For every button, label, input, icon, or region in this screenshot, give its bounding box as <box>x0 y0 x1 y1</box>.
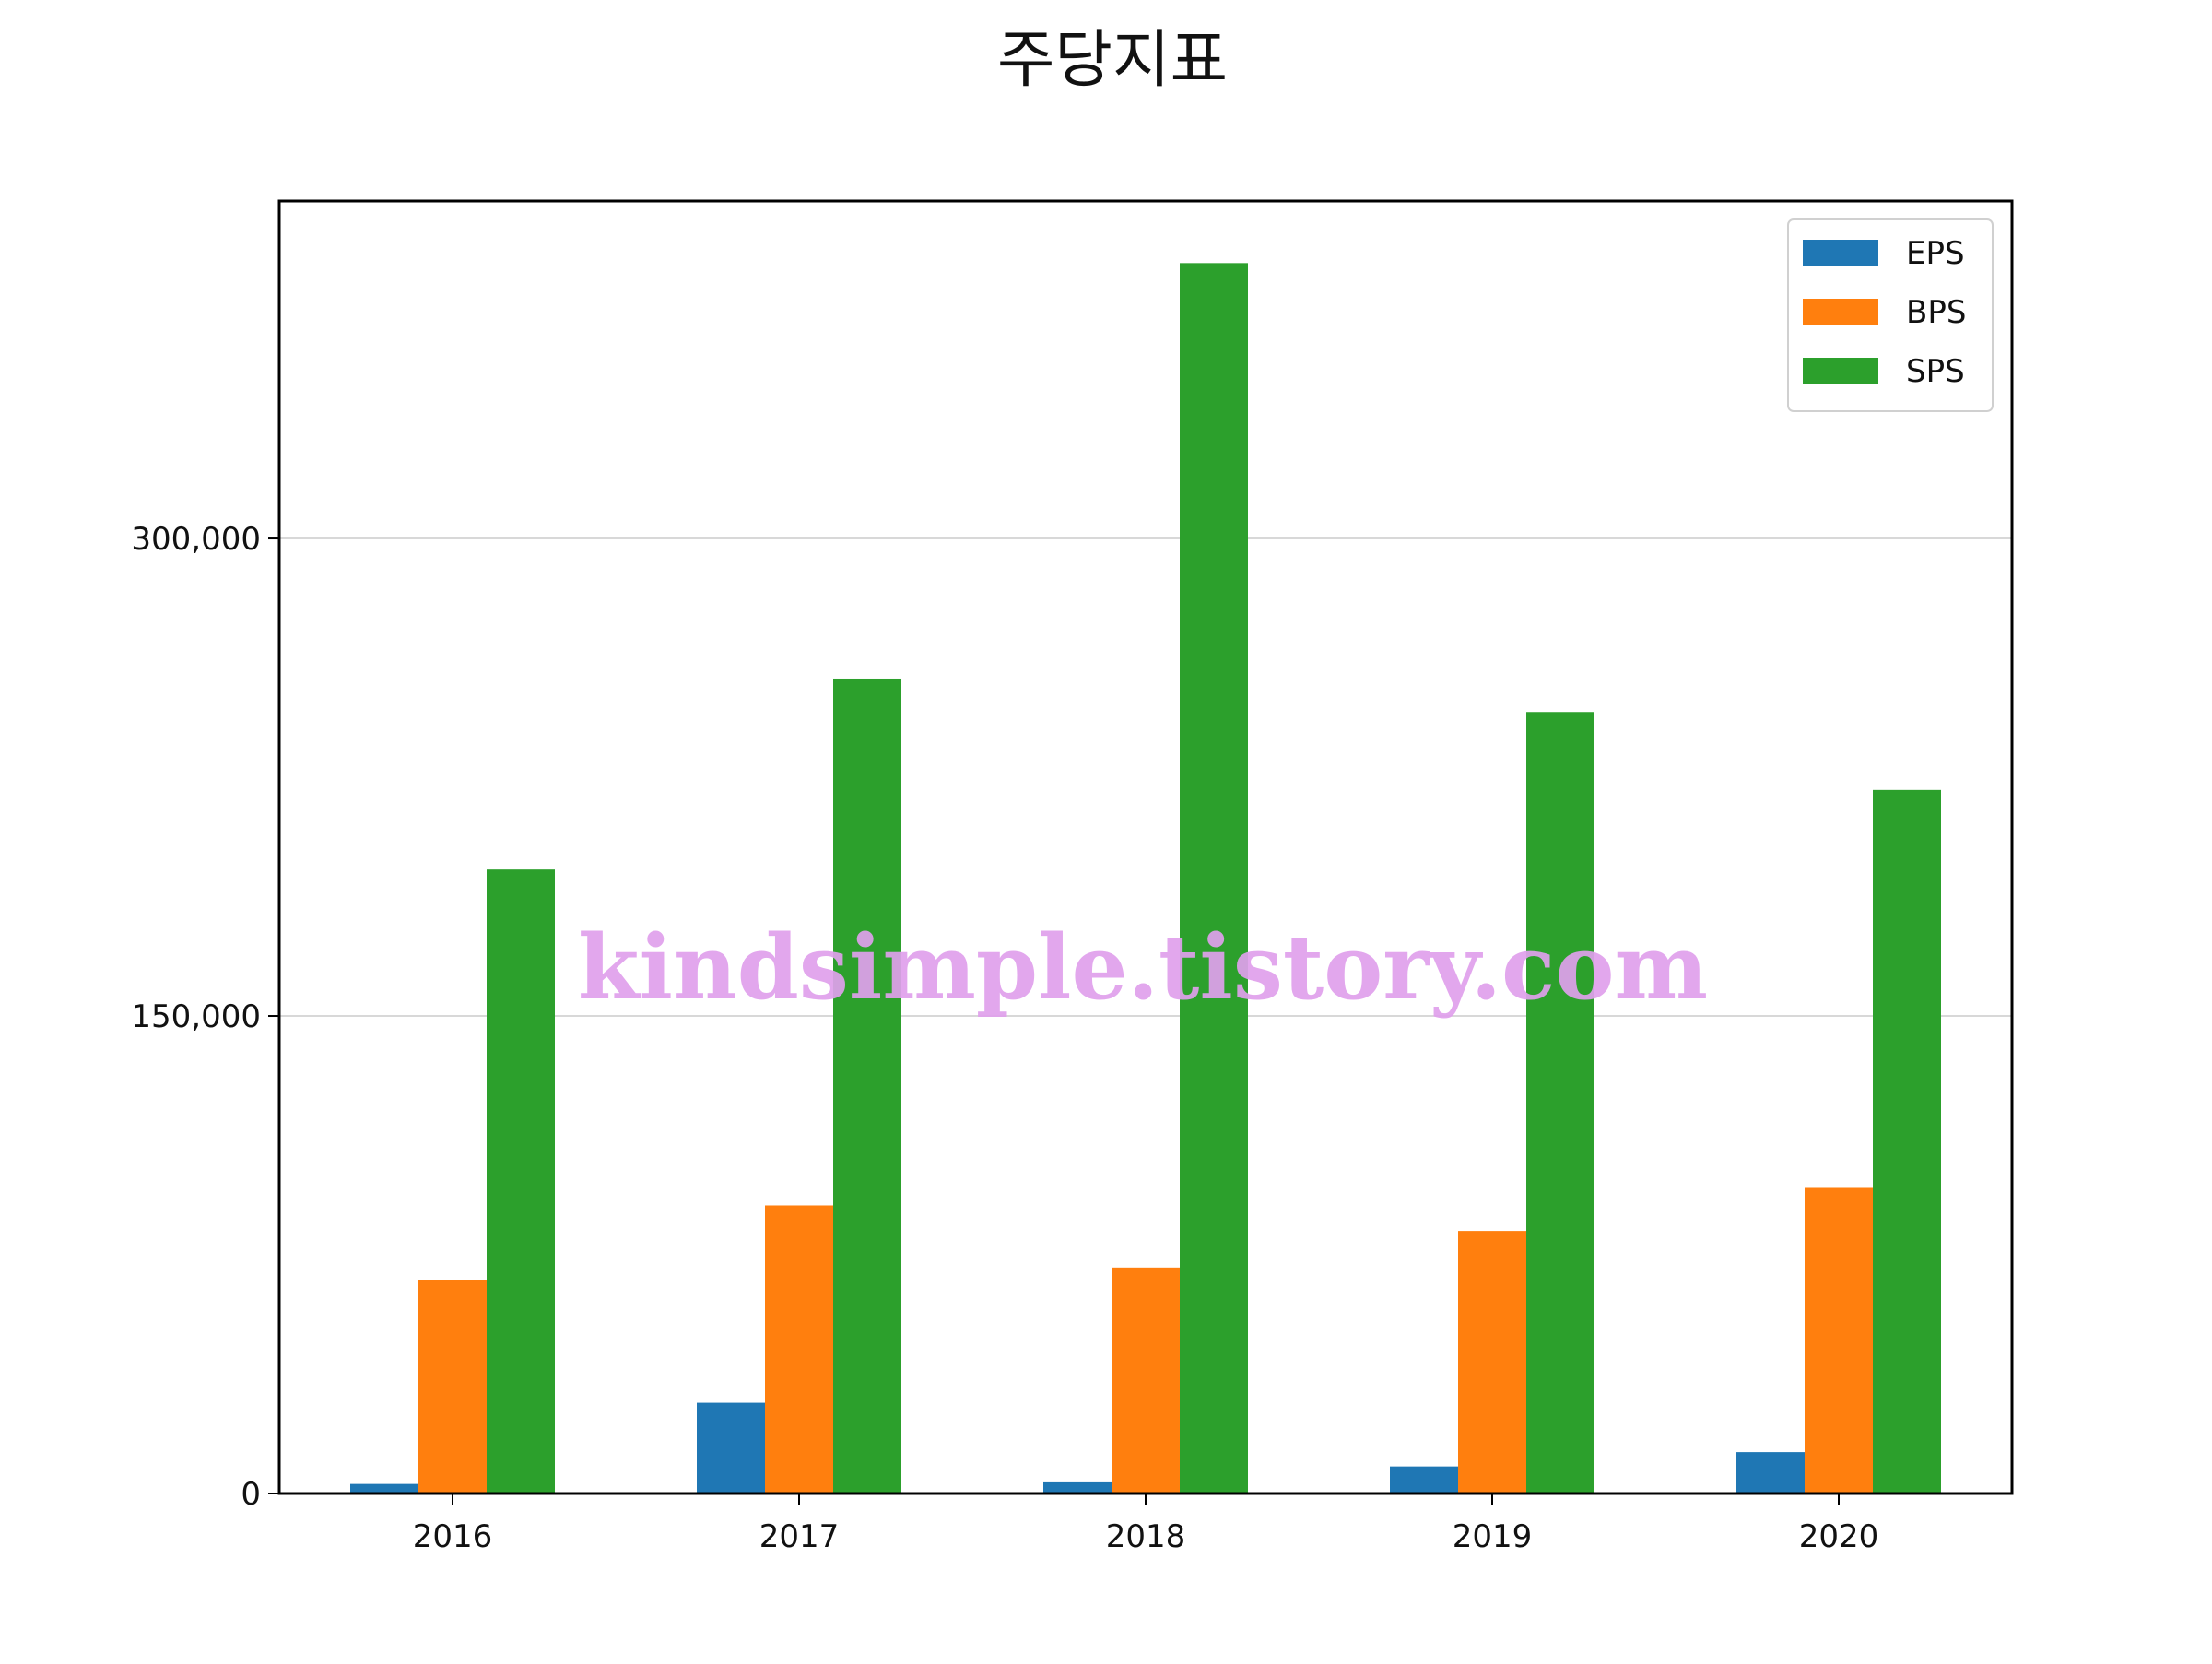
y-tick-label: 300,000 <box>131 521 261 558</box>
grid-layer <box>279 537 2012 1017</box>
bar-eps-2017 <box>697 1402 765 1493</box>
bar-bps-2020 <box>1805 1187 1873 1493</box>
bar-eps-2019 <box>1390 1466 1458 1493</box>
axis-layer: 2016 2017 2018 2019 2020 0 150,000 300,000 <box>131 521 1878 1555</box>
legend: EPS BPS SPS <box>1787 218 1994 412</box>
x-tick-label: 2019 <box>1453 1518 1533 1555</box>
x-tick-label: 2016 <box>413 1518 493 1555</box>
x-tick-label: 2018 <box>1106 1518 1186 1555</box>
x-tick-label: 2017 <box>759 1518 840 1555</box>
bar-bps-2019 <box>1458 1231 1526 1493</box>
legend-swatch-bps <box>1803 299 1878 325</box>
bar-eps-2020 <box>1736 1452 1805 1493</box>
bar-bps-2018 <box>1112 1267 1180 1493</box>
chart-title: 주당지표 <box>997 24 1228 97</box>
bar-sps-2016 <box>487 869 555 1493</box>
bar-sps-2018 <box>1180 263 1248 1494</box>
bar-sps-2017 <box>833 678 901 1493</box>
watermark: kindsimple.tistory.com <box>578 915 1708 1020</box>
legend-swatch-sps <box>1803 358 1878 384</box>
bar-bps-2016 <box>418 1280 487 1493</box>
bar-eps-2016 <box>350 1483 418 1493</box>
y-tick-label: 150,000 <box>131 998 261 1035</box>
legend-label-sps: SPS <box>1906 353 1965 390</box>
bar-sps-2019 <box>1526 712 1594 1493</box>
legend-label-bps: BPS <box>1906 294 1966 331</box>
bar-bps-2017 <box>765 1205 833 1493</box>
y-tick-label: 0 <box>241 1476 261 1513</box>
bar-sps-2020 <box>1873 789 1941 1493</box>
bar-eps-2018 <box>1043 1481 1112 1493</box>
bars-layer <box>350 263 1941 1494</box>
legend-swatch-eps <box>1803 240 1878 266</box>
legend-label-eps: EPS <box>1906 235 1965 272</box>
x-tick-label: 2020 <box>1799 1518 1879 1555</box>
